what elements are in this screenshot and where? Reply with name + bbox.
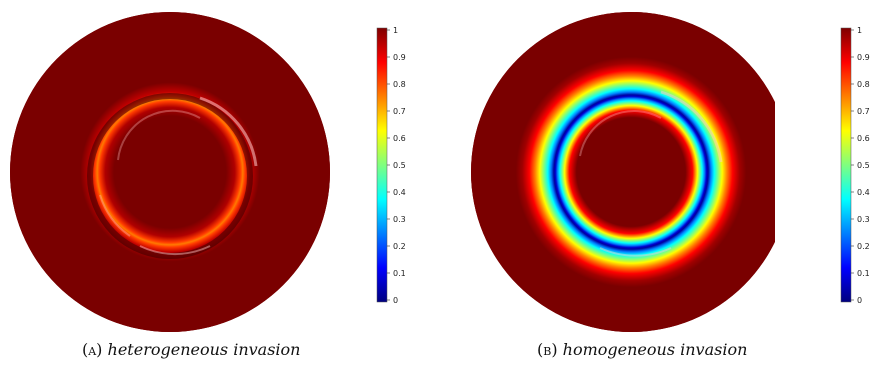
highlight-arc-a2: [117, 109, 201, 161]
highlight-arc-a3: [139, 245, 211, 256]
highlight-arc-b2: [579, 110, 662, 157]
caption-text-a: heterogeneous invasion: [107, 340, 301, 359]
colorbar-tick-label: 0.8: [393, 80, 406, 89]
invasion-ring-b: [471, 12, 775, 332]
figure-panel-b: 0 0.1 0.2 0.3 0.4 0.5 0.6 0.7 0.8 0.9 1 (b) homoge…: [435, 0, 870, 368]
colorbar-tick-label: 0.7: [857, 107, 870, 116]
caption-a: (a) heterogeneous invasion: [82, 340, 300, 359]
colorbar-tick-label: 0.4: [857, 188, 870, 197]
colorbar-tick-label: 0.7: [393, 107, 406, 116]
colorbar-tick-label: 0: [857, 296, 862, 305]
colorbar-bar-b: [840, 27, 852, 303]
colorbar-tick-label: 0: [393, 296, 398, 305]
colorbar-tick-label: 0.5: [393, 161, 406, 170]
shadow-ring-a: [87, 93, 253, 259]
highlight-arc-a: [199, 96, 258, 167]
colorbar-ticks-b: 0 0.1 0.2 0.3 0.4 0.5 0.6 0.7 0.8 0.9 1: [851, 26, 870, 305]
highlight-arc-b3: [599, 247, 672, 257]
colorbar-tick-label: 0.6: [857, 134, 870, 143]
colorbar-tick-label: 0.3: [393, 215, 406, 224]
caption-text-b: homogeneous invasion: [562, 340, 748, 359]
invasion-ring-a: [10, 12, 330, 332]
disk-plot-b: [471, 12, 775, 332]
caption-tag-a: (a): [82, 340, 103, 359]
colorbar-tick-label: 0.1: [857, 269, 870, 278]
colorbar-tick-label: 0.2: [857, 242, 870, 251]
colorbar-b: 0 0.1 0.2 0.3 0.4 0.5 0.6 0.7 0.8 0.9 1: [840, 26, 870, 305]
disk-plot-a: [10, 12, 330, 332]
colorbar-bar-a: [376, 27, 388, 303]
colorbar-tick-label: 0.3: [857, 215, 870, 224]
colorbar-tick-label: 0.8: [857, 80, 870, 89]
colorbar-tick-label: 0.9: [393, 53, 406, 62]
colorbar-tick-label: 0.5: [857, 161, 870, 170]
colorbar-tick-label: 0.9: [857, 53, 870, 62]
colorbar-tick-label: 0.2: [393, 242, 406, 251]
colorbar-a: 0 0.1 0.2 0.3 0.4 0.5 0.6 0.7 0.8 0.9 1: [376, 26, 406, 305]
colorbar-tick-label: 0.1: [393, 269, 406, 278]
caption-tag-b: (b): [537, 340, 558, 359]
figure-panel-a: 0 0.1 0.2 0.3 0.4 0.5 0.6 0.7 0.8 0.9 1 (a) hetero…: [10, 12, 406, 359]
caption-b: (b) homogeneous invasion: [537, 340, 747, 359]
highlight-arc-a4: [99, 194, 131, 237]
colorbar-tick-label: 1: [857, 26, 862, 35]
colorbar-tick-label: 0.4: [393, 188, 406, 197]
colorbar-tick-label: 0.6: [393, 134, 406, 143]
colorbar-ticks-a: 0 0.1 0.2 0.3 0.4 0.5 0.6 0.7 0.8 0.9 1: [387, 26, 406, 305]
colorbar-tick-label: 1: [393, 26, 398, 35]
highlight-arc-b: [660, 90, 723, 163]
